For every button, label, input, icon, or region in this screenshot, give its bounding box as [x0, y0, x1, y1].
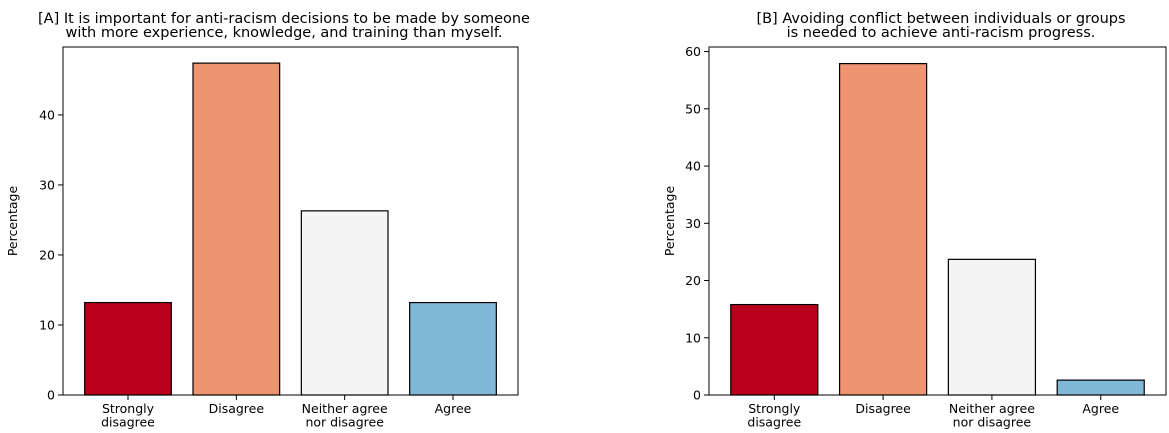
x-tick-label-line: nor disagree	[305, 415, 384, 430]
y-tick-label: 20	[39, 247, 55, 262]
y-tick-label: 10	[685, 330, 701, 345]
x-tick-label: Agree	[1082, 401, 1119, 416]
chart-title-line: [A] It is important for anti-racism deci…	[38, 11, 530, 27]
bar-strongly-disagree	[730, 303, 819, 396]
x-tick-label: Agree	[435, 401, 472, 416]
chart-title-line: [B] Avoiding conflict between individual…	[756, 11, 1125, 27]
plot-frame	[62, 46, 519, 396]
bar-strongly-disagree	[84, 301, 172, 396]
x-tick-label-line: disagree	[101, 415, 155, 430]
bar-agree	[409, 301, 497, 396]
bar-neither-agree-nor-disagree	[947, 258, 1037, 396]
y-tick-label: 0	[47, 388, 55, 403]
y-tick-label: 20	[685, 273, 701, 288]
plot-frame	[708, 46, 1167, 396]
x-tick-label: Strongly disagree	[747, 401, 801, 430]
chart-title-line: with more experience, knowledge, and tra…	[65, 25, 502, 41]
y-axis-label: Percentage	[5, 186, 20, 257]
y-tick-label: 60	[685, 44, 701, 59]
x-tick-label-line: Strongly	[748, 401, 801, 416]
chart-title: [B] Avoiding conflict between individual…	[756, 11, 1125, 41]
bar-disagree	[838, 62, 928, 396]
bar-neither-agree-nor-disagree	[300, 210, 389, 396]
y-tick-label: 40	[685, 159, 701, 174]
x-tick-label-line: nor disagree	[953, 415, 1032, 430]
y-tick-label: 30	[39, 177, 55, 192]
x-tick-label-line: Neither agree	[302, 401, 388, 416]
y-tick-label: 50	[685, 101, 701, 116]
x-tick-label-line: Disagree	[209, 401, 265, 416]
x-tick-label-line: Agree	[435, 401, 472, 416]
x-tick-label: Neither agree nor disagree	[302, 401, 388, 430]
chart-panel-b: [B] Avoiding conflict between individual…	[662, 11, 1167, 430]
x-tick-label: Disagree	[855, 401, 911, 416]
bar-agree	[1056, 379, 1145, 396]
y-tick-label: 30	[685, 216, 701, 231]
chart-title-line: is needed to achieve anti-racism progres…	[787, 25, 1096, 41]
x-tick-label-line: Disagree	[855, 401, 911, 416]
x-tick-label-line: Strongly	[102, 401, 155, 416]
x-tick-label: Disagree	[209, 401, 265, 416]
bar-disagree	[192, 62, 281, 396]
y-tick-label: 40	[39, 107, 55, 122]
x-tick-label: Neither agree nor disagree	[949, 401, 1035, 430]
chart-title: [A] It is important for anti-racism deci…	[38, 11, 530, 41]
y-tick-label: 10	[39, 317, 55, 332]
y-tick-label: 0	[693, 388, 701, 403]
chart-panel-a: [A] It is important for anti-racism deci…	[5, 11, 530, 430]
y-axis-label: Percentage	[662, 186, 677, 257]
x-tick-label-line: Neither agree	[949, 401, 1035, 416]
x-tick-label: Strongly disagree	[101, 401, 155, 430]
x-tick-label-line: Agree	[1082, 401, 1119, 416]
x-tick-label-line: disagree	[747, 415, 801, 430]
